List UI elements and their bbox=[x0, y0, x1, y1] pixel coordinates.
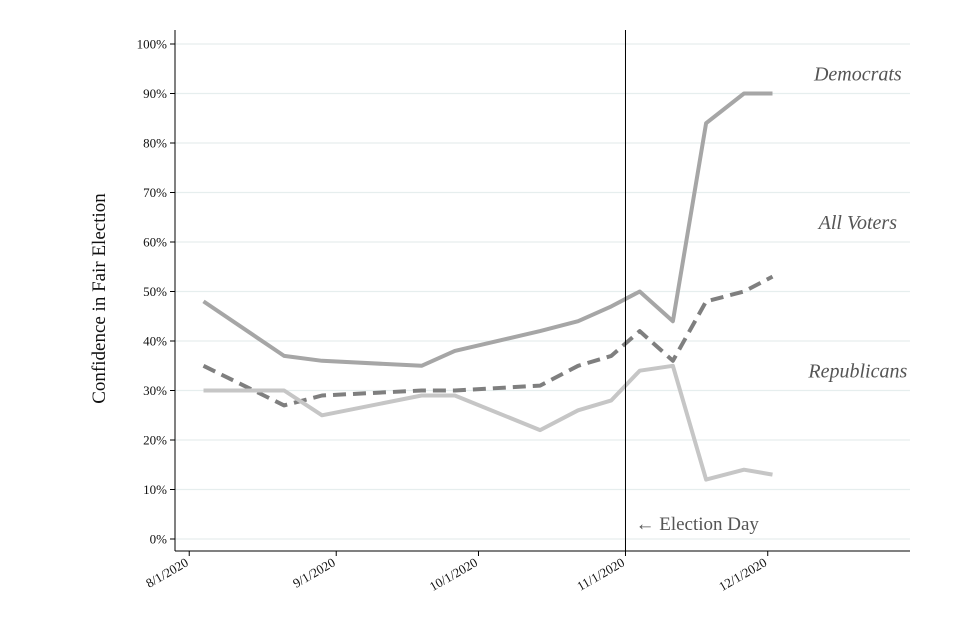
annotation-layer: ← Election Day bbox=[624, 30, 759, 551]
series-line-democrats bbox=[202, 91, 773, 368]
y-tick-label: 0% bbox=[150, 532, 168, 547]
y-tick-label: 40% bbox=[143, 334, 167, 349]
y-tick-label: 60% bbox=[143, 235, 167, 250]
series-line-all-voters bbox=[202, 274, 774, 408]
y-tick-label: 70% bbox=[143, 185, 167, 200]
x-tick-label: 11/1/2020 bbox=[574, 555, 627, 594]
gridlines bbox=[175, 43, 910, 540]
y-tick-label: 30% bbox=[143, 383, 167, 398]
y-axis: 0% 10% 20% 30% 40% 50% 60% 70% 80% 90% 100% bbox=[137, 30, 176, 551]
y-tick-label: 10% bbox=[143, 482, 167, 497]
series-line-republicans bbox=[203, 363, 773, 482]
y-tick-label: 100% bbox=[137, 37, 168, 52]
series-label: Democrats bbox=[813, 64, 902, 86]
y-tick-label: 20% bbox=[143, 433, 167, 448]
series-layer: Democrats All Voters Republicans bbox=[202, 64, 907, 482]
series-label: All Voters bbox=[817, 212, 898, 234]
x-axis: 8/1/2020 9/1/2020 10/1/2020 11/1/2020 12/1/2… bbox=[143, 550, 910, 594]
y-tick-label: 90% bbox=[143, 86, 167, 101]
election-day-label: ← Election Day bbox=[635, 514, 759, 535]
y-axis-title: Confidence in Fair Election bbox=[89, 193, 110, 404]
x-tick-label: 10/1/2020 bbox=[427, 555, 480, 594]
x-tick-label: 12/1/2020 bbox=[716, 555, 769, 594]
x-tick-label: 8/1/2020 bbox=[143, 555, 191, 591]
series-label: Republicans bbox=[807, 361, 907, 383]
y-tick-label: 80% bbox=[143, 136, 167, 151]
x-tick-label: 9/1/2020 bbox=[290, 555, 338, 591]
y-tick-label: 50% bbox=[143, 284, 167, 299]
